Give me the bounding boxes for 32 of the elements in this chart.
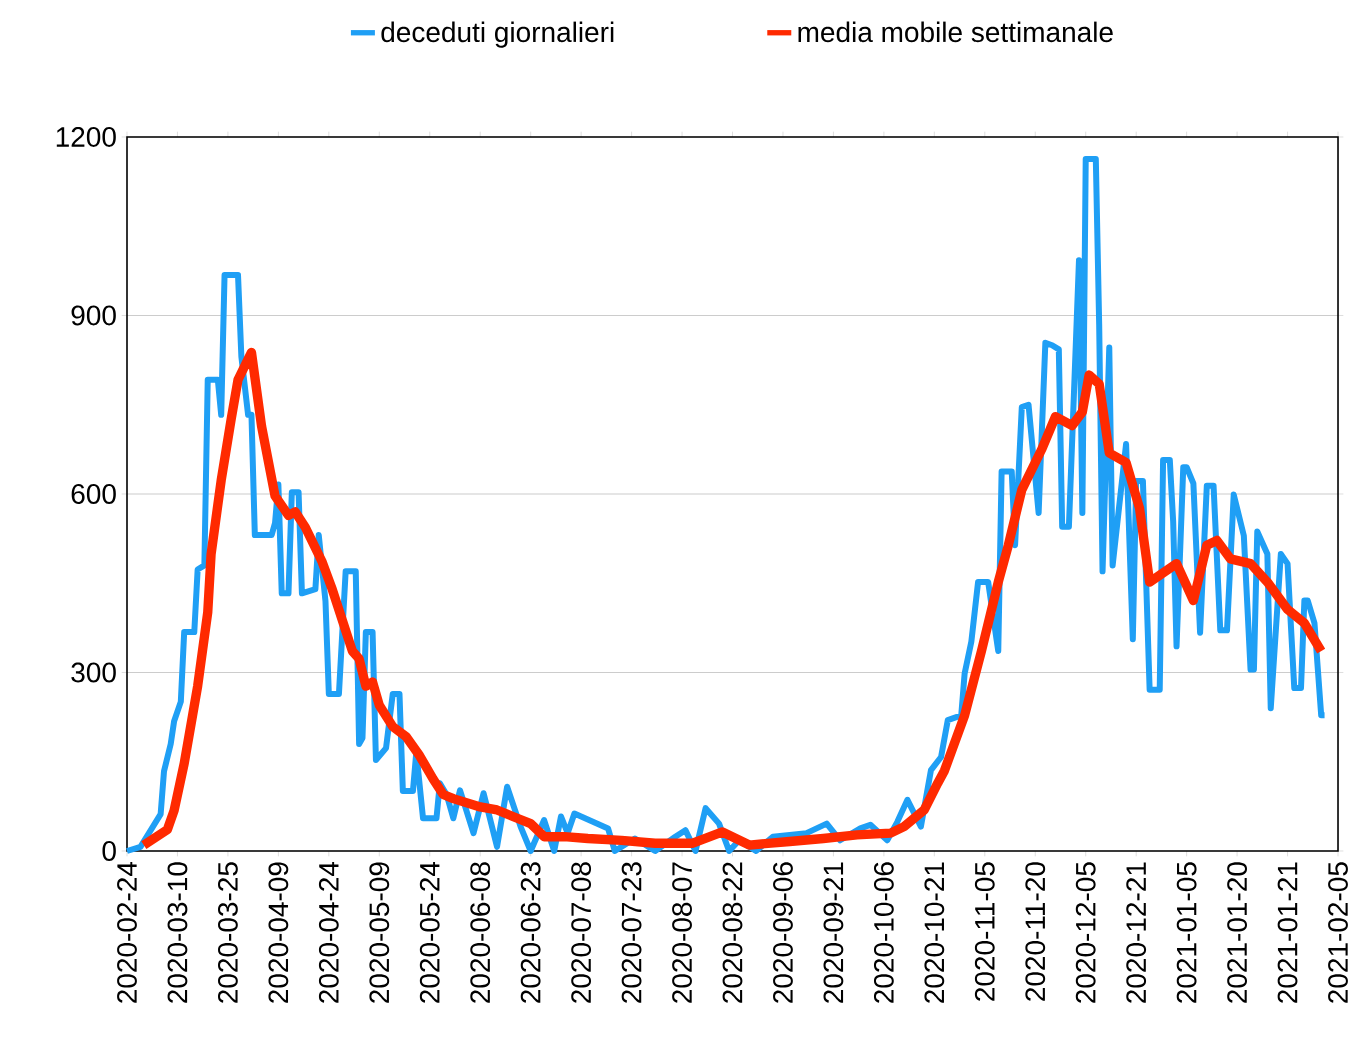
x-tick-label: 2020-04-24	[318, 861, 339, 1003]
x-tick-label: 2020-03-10	[167, 862, 188, 1003]
x-tick-label: 2020-06-23	[520, 862, 541, 1003]
x-tick-label: 2021-01-21	[1277, 862, 1298, 1003]
x-tick-label: 2020-12-05	[1075, 862, 1096, 1003]
y-tick-label: 600	[71, 484, 116, 504]
y-tick-label: 900	[71, 305, 116, 326]
y-tick-label: 1200	[56, 127, 116, 147]
x-tick-label: 2020-04-09	[268, 862, 289, 1003]
x-tick-label: 2020-09-21	[823, 862, 844, 1003]
x-tick-label: 2020-09-06	[773, 862, 793, 1003]
y-tick-label: 300	[71, 662, 116, 683]
y-tick-label: 0	[102, 841, 116, 861]
x-tick-label: 2020-06-08	[470, 862, 491, 1003]
legend-label: deceduti giornalieri	[381, 21, 614, 48]
x-tick-label: 2020-11-20	[1025, 862, 1046, 1001]
x-tick-label: 2020-07-08	[571, 862, 592, 1003]
x-tick-label: 2020-07-23	[621, 862, 642, 1003]
x-tick-label: 2020-10-21	[924, 862, 945, 1003]
x-tick-label: 2020-08-07	[672, 862, 692, 1003]
x-tick-label: 2020-02-24	[117, 861, 137, 1003]
x-tick-label: 2021-02-05	[1328, 862, 1348, 1003]
x-tick-label: 2020-10-06	[873, 862, 894, 1003]
x-tick-label: 2021-01-20	[1227, 862, 1248, 1003]
x-tick-label: 2020-12-21	[1126, 862, 1147, 1003]
legend-label: media mobile settimanale	[798, 21, 1113, 43]
x-tick-label: 2020-11-05	[974, 862, 995, 1001]
x-tick-label: 2020-03-25	[218, 862, 238, 1003]
x-tick-label: 2020-05-09	[369, 862, 390, 1003]
x-tick-label: 2021-01-05	[1176, 862, 1197, 1003]
x-tick-label: 2020-08-22	[722, 862, 743, 1003]
x-tick-label: 2020-05-24	[419, 861, 440, 1003]
